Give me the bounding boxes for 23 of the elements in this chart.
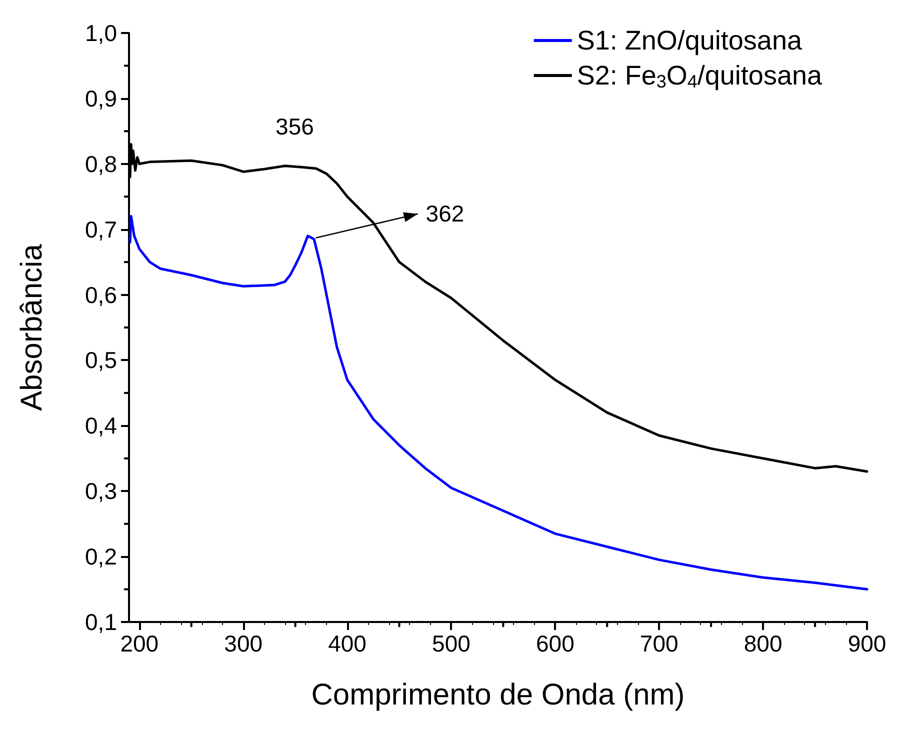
y-tick-label: 0,5 [85, 347, 117, 374]
annotation: 362 [426, 200, 464, 226]
x-tick-label: 700 [640, 630, 678, 656]
y-tick-label: 0,4 [85, 412, 118, 439]
annotation: 356 [276, 114, 314, 140]
y-tick-label: 1,0 [85, 20, 117, 46]
legend-label: S1: ZnO/quitosana [576, 26, 803, 56]
x-tick-label: 300 [224, 630, 263, 656]
x-axis-title: Comprimento de Onda (nm) [311, 678, 685, 712]
x-tick-label: 500 [432, 630, 470, 656]
y-tick-label: 0,6 [85, 282, 117, 308]
y-tick-label: 0,1 [85, 609, 117, 635]
x-tick-label: 900 [848, 630, 886, 656]
y-tick-label: 0,8 [85, 150, 117, 177]
y-axis-title: Absorbância [16, 244, 48, 411]
x-tick-label: 800 [744, 630, 782, 656]
y-tick-label: 0,3 [85, 478, 117, 504]
x-tick-label: 600 [536, 630, 574, 656]
y-tick-label: 0,2 [85, 544, 117, 570]
x-tick-label: 200 [120, 630, 159, 656]
x-tick-label: 400 [328, 630, 366, 656]
y-tick-label: 0,7 [85, 216, 117, 242]
y-tick-label: 0,9 [85, 85, 117, 112]
